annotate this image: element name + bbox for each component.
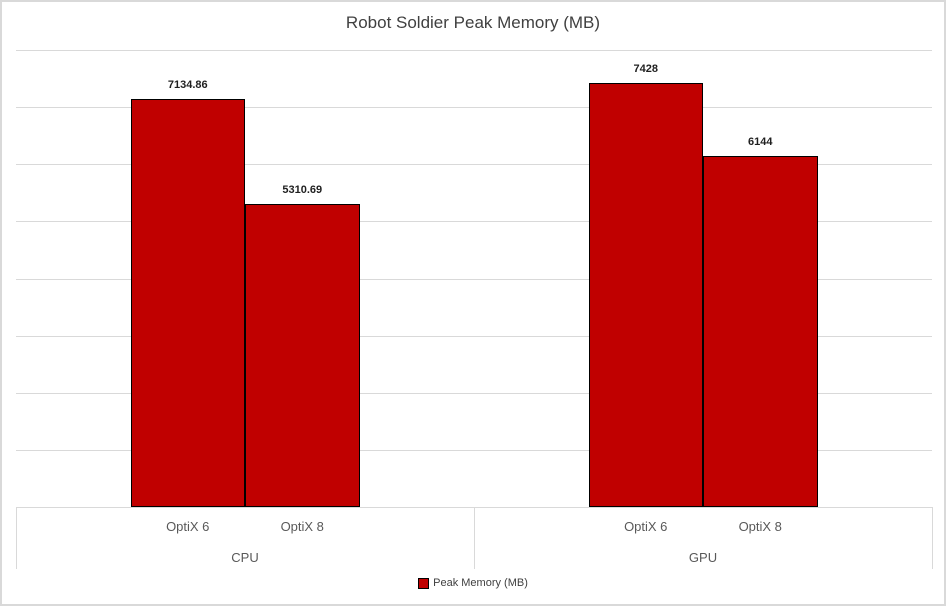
bar-cpu-optix-8[interactable] (245, 203, 360, 507)
gridline (16, 221, 932, 223)
gridline (16, 50, 932, 51)
category-sub-label: OptiX 6 (166, 519, 210, 534)
bar-value-label: 7134.86 (167, 79, 208, 92)
category-divider (16, 507, 17, 569)
bar-cpu-optix-6[interactable] (130, 99, 245, 507)
gridline (16, 392, 932, 394)
gridline (16, 278, 932, 280)
bar-value-label: 7428 (633, 62, 658, 75)
bar-value-label: 5310.69 (282, 183, 323, 196)
category-sub-label: OptiX 8 (280, 519, 324, 534)
legend-label: Peak Memory (MB) (433, 577, 528, 589)
gridline (16, 107, 932, 109)
legend-swatch-icon (418, 577, 430, 589)
chart-title: Robot Soldier Peak Memory (MB) (345, 13, 601, 32)
gridline (16, 449, 932, 451)
category-group-label: CPU (231, 550, 259, 565)
legend[interactable]: Peak Memory (MB) (2, 574, 944, 592)
bar-gpu-optix-8[interactable] (703, 156, 818, 507)
category-divider (474, 507, 475, 569)
category-divider (932, 507, 933, 569)
gridline (16, 335, 932, 337)
bar-gpu-optix-6[interactable] (588, 82, 703, 507)
gridline (16, 164, 932, 166)
category-group-label: GPU (688, 550, 718, 565)
bar-value-label: 6144 (748, 136, 773, 149)
category-sub-label: OptiX 8 (738, 519, 782, 534)
category-sub-label: OptiX 6 (624, 519, 668, 534)
